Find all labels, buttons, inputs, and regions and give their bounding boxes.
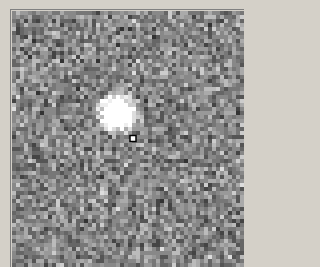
target-marker — [130, 136, 136, 142]
sky-image — [12, 11, 244, 267]
image-view — [0, 0, 244, 267]
page: (() => { const data = JSON.parse(documen… — [0, 0, 244, 267]
